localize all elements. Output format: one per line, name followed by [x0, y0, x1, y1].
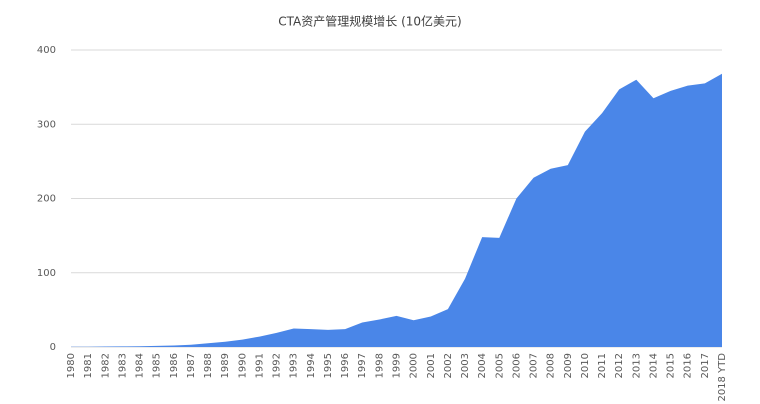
x-tick-label: 2000	[409, 353, 420, 378]
x-tick-label: 1997	[357, 353, 368, 378]
y-tick-label: 100	[37, 268, 56, 279]
x-tick-label: 1981	[83, 353, 94, 378]
x-tick-label: 1986	[169, 353, 180, 378]
x-tick-label: 2007	[529, 353, 540, 378]
x-tick-label: 1984	[135, 353, 146, 378]
x-tick-label: 1983	[117, 353, 128, 378]
y-tick-label: 200	[37, 194, 56, 205]
x-tick-label: 2010	[580, 353, 591, 378]
x-tick-label: 2004	[477, 353, 488, 378]
x-tick-label: 1990	[237, 353, 248, 378]
y-tick-label: 400	[37, 45, 56, 56]
x-tick-label: 1988	[203, 353, 214, 378]
y-tick-label: 300	[37, 119, 56, 130]
x-tick-label: 2016	[683, 353, 694, 378]
chart-title: CTA资产管理规模增长 (10亿美元)	[278, 14, 461, 29]
area	[71, 73, 722, 347]
x-tick-label: 1994	[306, 353, 317, 378]
y-tick-label: 0	[50, 342, 56, 353]
x-tick-label: 2001	[426, 353, 437, 378]
x-tick-label: 1996	[340, 353, 351, 378]
x-tick-label: 2011	[597, 353, 608, 378]
x-tick-label: 1995	[323, 353, 334, 378]
x-tick-label: 2012	[614, 353, 625, 378]
x-tick-label: 1989	[220, 353, 231, 378]
x-tick-label: 1985	[152, 353, 163, 378]
x-tick-label: 1992	[272, 353, 283, 378]
x-tick-label: 1999	[392, 353, 403, 378]
x-tick-label: 1982	[100, 353, 111, 378]
x-tick-label: 1998	[374, 353, 385, 378]
x-tick-label: 2008	[546, 353, 557, 378]
x-tick-label: 2009	[563, 353, 574, 378]
x-tick-label: 1993	[289, 353, 300, 378]
x-tick-label: 2006	[511, 353, 522, 378]
x-tick-label: 2017	[700, 353, 711, 378]
x-tick-label: 2018 YTD	[717, 353, 728, 402]
x-tick-label: 1980	[66, 353, 77, 378]
x-tick-label: 2003	[460, 353, 471, 378]
x-tick-label: 2014	[648, 353, 659, 378]
x-tick-label: 1987	[186, 353, 197, 378]
x-tick-label: 2002	[443, 353, 454, 378]
x-tick-label: 2015	[666, 353, 677, 378]
x-tick-label: 2013	[631, 353, 642, 378]
x-tick-label: 2005	[494, 353, 505, 378]
x-tick-label: 1991	[254, 353, 265, 378]
